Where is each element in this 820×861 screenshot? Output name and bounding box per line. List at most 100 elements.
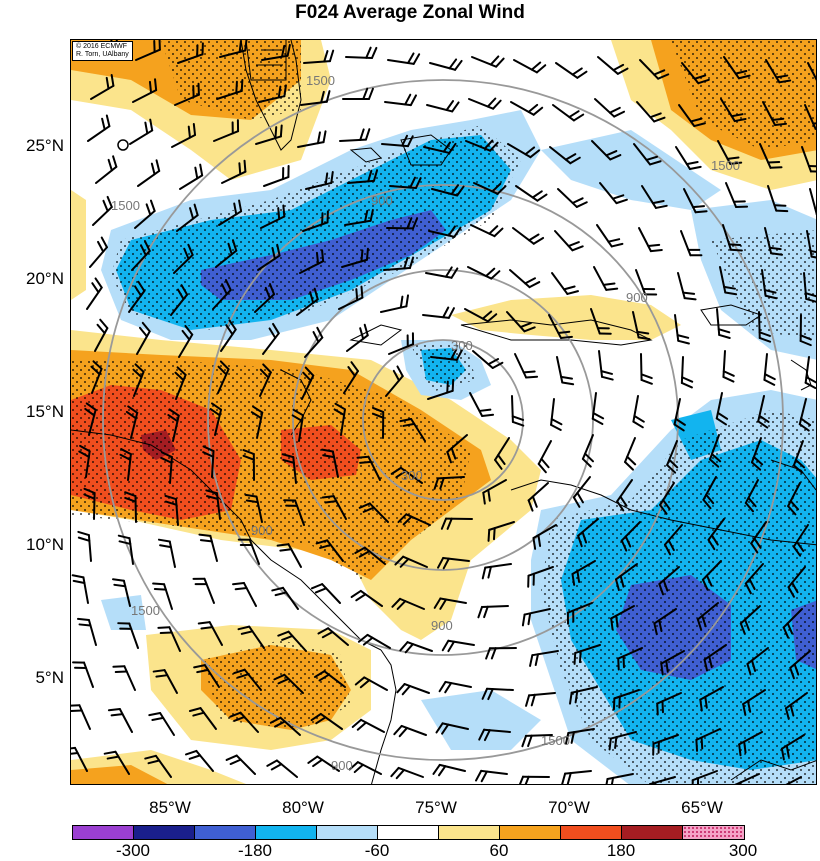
wind-barb-flag xyxy=(409,176,416,189)
wind-barb-flag xyxy=(205,495,219,500)
wind-barb-icon xyxy=(468,98,495,110)
wind-barb-flag xyxy=(238,162,242,176)
wind-barb-flag xyxy=(317,627,330,635)
wind-barb-flag xyxy=(531,495,538,508)
wind-barb-flag xyxy=(390,766,400,778)
wind-barb-icon xyxy=(87,125,111,142)
wind-barb-flag xyxy=(619,495,628,507)
wind-barb-flag xyxy=(105,114,111,128)
island-marker xyxy=(117,139,129,151)
wind-barb-flag xyxy=(774,122,787,127)
wind-barb-flag xyxy=(120,448,132,456)
wind-barb-flag xyxy=(272,322,280,335)
lon-label: 80°W xyxy=(282,798,324,817)
wind-barb-flag xyxy=(718,333,731,340)
wind-barb-flag xyxy=(318,673,330,682)
wind-barb-flag xyxy=(726,156,740,160)
lon-label: 65°W xyxy=(681,798,723,817)
wind-barb-icon xyxy=(537,440,552,465)
wind-barb-flag xyxy=(210,402,223,411)
wind-barb-flag xyxy=(197,621,211,625)
wind-barb-flag xyxy=(221,283,228,296)
wind-barb-icon xyxy=(472,350,494,369)
wind-barb-flag xyxy=(608,106,621,114)
wind-barb-flag xyxy=(454,59,463,71)
wind-barb-icon xyxy=(168,540,176,568)
wind-barb-icon xyxy=(88,408,97,436)
wind-barb-icon xyxy=(695,728,721,741)
wind-barb-flag xyxy=(701,614,707,628)
wind-barb-flag xyxy=(573,651,577,665)
wind-barb-flag xyxy=(620,539,628,552)
wind-barb-icon xyxy=(640,353,643,381)
wind-barb-flag xyxy=(450,348,458,361)
wind-barb-flag xyxy=(787,586,795,598)
wind-barb-flag xyxy=(799,334,812,341)
wind-barb-flag xyxy=(358,550,371,558)
wind-barb-flag xyxy=(399,295,404,309)
wind-barb-flag xyxy=(313,670,326,678)
wind-barb-flag xyxy=(453,226,462,238)
wind-barb-flag xyxy=(372,169,379,182)
wind-barb-flag xyxy=(704,695,708,709)
wind-barb-flag xyxy=(619,574,625,588)
wind-barb-flag xyxy=(238,199,243,213)
wind-barb-icon xyxy=(261,54,289,61)
wind-barb-flag xyxy=(274,591,288,597)
wind-barb-icon xyxy=(239,711,259,733)
wind-barb-flag xyxy=(717,328,731,334)
wind-barb-icon xyxy=(302,221,329,232)
wind-barb-flag xyxy=(100,236,108,249)
wind-barb-icon xyxy=(784,692,808,710)
wind-barb-flag xyxy=(566,290,580,295)
wind-barb-flag xyxy=(160,451,173,459)
wind-barb-flag xyxy=(243,159,247,173)
wind-barb-flag xyxy=(322,130,327,144)
wind-barb-flag xyxy=(799,339,812,347)
wind-barb-icon xyxy=(356,761,382,775)
wind-barb-flag xyxy=(814,207,816,210)
credit-line: R. Torn, UAlbany xyxy=(76,51,129,58)
wind-barb-flag xyxy=(229,758,242,766)
wind-barb-flag xyxy=(395,470,407,479)
wind-barb-flag xyxy=(441,723,450,735)
wind-barb-icon xyxy=(804,104,816,130)
wind-barb-flag xyxy=(196,668,210,674)
wind-barb-flag xyxy=(157,626,171,629)
wind-barb-icon xyxy=(344,219,372,226)
wind-barb-icon xyxy=(678,104,696,128)
wind-barb-flag xyxy=(402,422,416,427)
wind-barb-flag xyxy=(445,100,455,112)
wind-barb-icon xyxy=(528,692,556,697)
wind-barb-icon xyxy=(484,563,512,569)
wind-barb-icon xyxy=(632,311,640,339)
wind-barb-flag xyxy=(568,110,580,119)
wind-barb-flag xyxy=(662,499,671,510)
wind-barb-flag xyxy=(302,371,312,382)
wind-barb-flag xyxy=(117,534,131,540)
wind-barb-icon xyxy=(606,773,634,780)
wind-barb-flag xyxy=(481,310,493,320)
wind-barb-icon xyxy=(598,350,604,378)
wind-barb-flag xyxy=(77,530,90,537)
wind-barb-flag xyxy=(758,414,770,423)
wind-barb-icon xyxy=(663,524,683,546)
wind-barb-flag xyxy=(605,150,618,157)
contour-label: 900 xyxy=(371,193,393,208)
wind-barb-flag xyxy=(184,324,194,336)
wind-barb-flag xyxy=(414,177,422,190)
wind-barb-flag xyxy=(800,417,812,427)
wind-barb-icon xyxy=(254,293,276,313)
wind-barb-flag xyxy=(188,754,202,760)
wind-barb-icon xyxy=(792,524,809,548)
wind-barb-flag xyxy=(85,402,97,411)
wind-barb-icon xyxy=(510,101,535,116)
wind-barb-flag xyxy=(202,451,215,458)
wind-barb-flag xyxy=(353,763,364,774)
wind-barb-flag xyxy=(277,630,290,637)
wind-barb-icon xyxy=(118,708,133,733)
wind-barb-flag xyxy=(236,673,250,679)
wind-barb-icon xyxy=(691,770,718,782)
wind-barb-flag xyxy=(174,371,185,382)
wind-barb-flag xyxy=(557,330,571,334)
